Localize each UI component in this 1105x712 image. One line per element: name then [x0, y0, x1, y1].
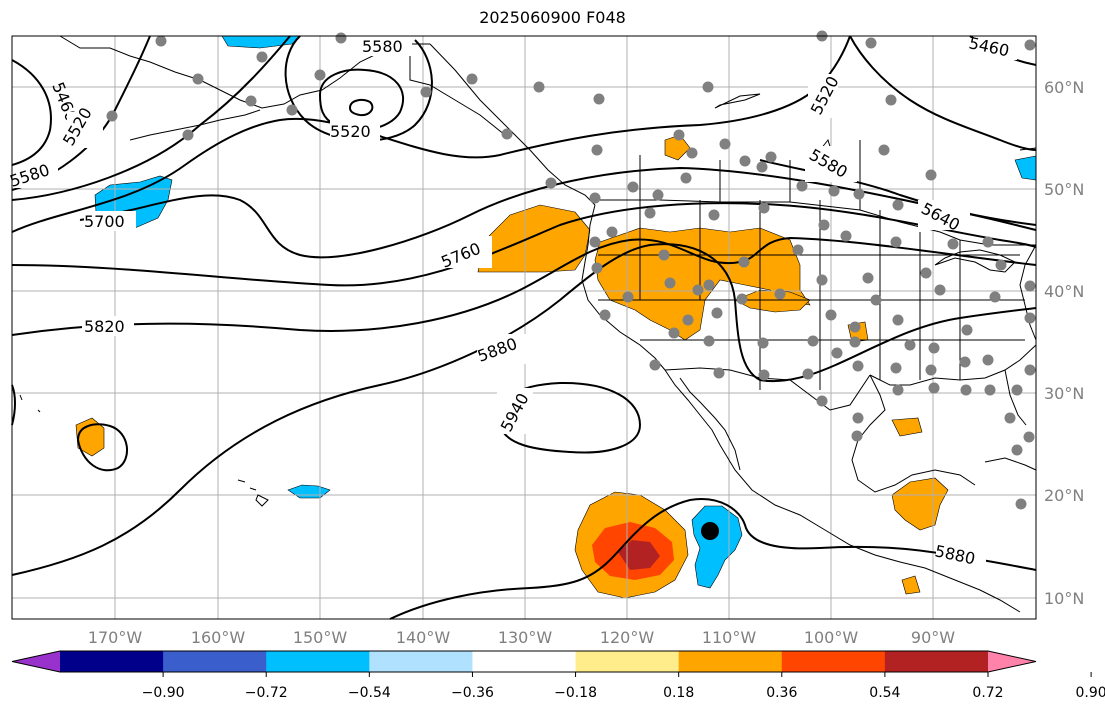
contour-5540-inner	[348, 99, 374, 117]
storm-center-marker	[701, 522, 719, 540]
lat-label-10n: 10°N	[1044, 589, 1084, 608]
contour-labels: 5460 5520 5580 5520 5580 5640 5700 5760 …	[7, 33, 1017, 569]
contour-label-5820: 5820	[84, 317, 125, 336]
contour-5580-west	[11, 35, 291, 201]
contour-5640-west	[11, 35, 851, 233]
orange-field-colorado	[734, 289, 811, 313]
colorbar-extend-low	[12, 651, 60, 672]
lon-label-90w: 90°W	[911, 628, 955, 647]
contour-5880	[11, 243, 1037, 576]
lat-label-30n: 30°N	[1044, 384, 1084, 403]
lon-label-160w: 160°W	[191, 628, 246, 647]
lon-label-170w: 170°W	[88, 628, 143, 647]
lon-label-110w: 110°W	[702, 628, 757, 647]
longitude-labels: 170°W 160°W 150°W 140°W 130°W 120°W 110°…	[88, 628, 955, 647]
colorbar-segment	[266, 651, 370, 672]
contour-northeast-b	[759, 159, 1037, 226]
observation-stations	[106, 30, 1036, 510]
colorbar-extend-high	[988, 651, 1036, 672]
map-frame	[11, 35, 1037, 620]
colorbar-segment	[60, 651, 164, 672]
coastline-baja-inner	[679, 377, 741, 471]
dark-red-field	[618, 540, 660, 570]
colorbar-tick-label: 0.36	[766, 685, 797, 701]
coastline-west-us	[581, 204, 666, 371]
height-contours	[11, 35, 1037, 620]
contour-5820	[11, 236, 1037, 336]
contour-5940	[498, 381, 642, 454]
border-alaska-canada	[409, 36, 506, 136]
lat-label-50n: 50°N	[1044, 180, 1084, 199]
colorbar-segment	[781, 651, 886, 672]
coastline-florida	[1004, 369, 1027, 426]
island-baja-tip	[714, 93, 761, 109]
colorbar-tick-label: 0.18	[663, 685, 694, 701]
contour-5880-south	[389, 498, 1037, 620]
contour-label-5520-low: 5520	[330, 122, 371, 141]
orange-field-great-basin	[594, 227, 811, 341]
colorbar: −0.90 −0.72 −0.54 −0.36 −0.18 0.18 0.36 0.54 0.7…	[11, 650, 1105, 701]
contour-5760	[11, 202, 1037, 287]
contour-5580-low-ring	[318, 68, 405, 132]
colorbar-segment	[575, 651, 680, 672]
lat-label-20n: 20°N	[1044, 486, 1084, 505]
lon-label-140w: 140°W	[396, 628, 451, 647]
lat-label-60n: 60°N	[1044, 78, 1084, 97]
contour-5460-west	[11, 59, 52, 166]
coastline-mexico-west	[719, 444, 1021, 613]
orange-field-gulf	[891, 417, 923, 437]
island-north-pacific	[19, 394, 41, 413]
map-area	[12, 36, 1036, 619]
island-hawaii	[237, 479, 269, 507]
orange-field-nicaragua	[901, 575, 921, 595]
colorbar-segment	[472, 651, 577, 672]
colorbar-outline	[11, 650, 1037, 673]
colorbar-segment	[884, 651, 989, 672]
colorbar-tick-label: 0.54	[869, 685, 900, 701]
colorbar-segment	[163, 651, 267, 672]
lon-label-130w: 130°W	[498, 628, 553, 647]
lat-label-40n: 40°N	[1044, 282, 1084, 301]
colorbar-tick-label: 0.72	[972, 685, 1003, 701]
map-title: 2025060900 F048	[479, 8, 626, 27]
colorbar-tick-label: 0.90	[1076, 685, 1105, 701]
lon-label-120w: 120°W	[600, 628, 655, 647]
colorbar-tick-label: −0.18	[554, 685, 597, 701]
graticule	[12, 36, 1036, 619]
coastline-alaska-panhandle	[429, 43, 596, 206]
coastline-baja	[664, 369, 721, 446]
coastline-east-us	[1019, 244, 1037, 341]
contour-northeast	[849, 35, 1037, 151]
colorbar-tick-label: −0.54	[348, 685, 391, 701]
contour-label-5580-low: 5580	[362, 37, 403, 56]
coastline-gulf	[851, 374, 976, 493]
contour-5940-hawaii-ring	[76, 423, 129, 472]
colorbar-tick-label: −0.72	[245, 685, 288, 701]
orange-field-central-america	[891, 477, 949, 531]
coastline-cuba	[984, 457, 1037, 471]
colorbar-segment	[369, 651, 473, 672]
contour-west-edge	[11, 384, 16, 426]
contour-label-5700: 5700	[84, 212, 125, 231]
colorbar-segment	[678, 651, 783, 672]
border-canada-provinces	[639, 140, 861, 210]
colorbar-tick-label: −0.36	[451, 685, 494, 701]
lon-label-150w: 150°W	[293, 628, 348, 647]
colorbar-tick-label: −0.90	[142, 685, 185, 701]
contour-5700	[79, 166, 1037, 259]
latitude-labels: 60°N 50°N 40°N 30°N 20°N 10°N	[1044, 78, 1084, 608]
lon-label-100w: 100°W	[804, 628, 859, 647]
